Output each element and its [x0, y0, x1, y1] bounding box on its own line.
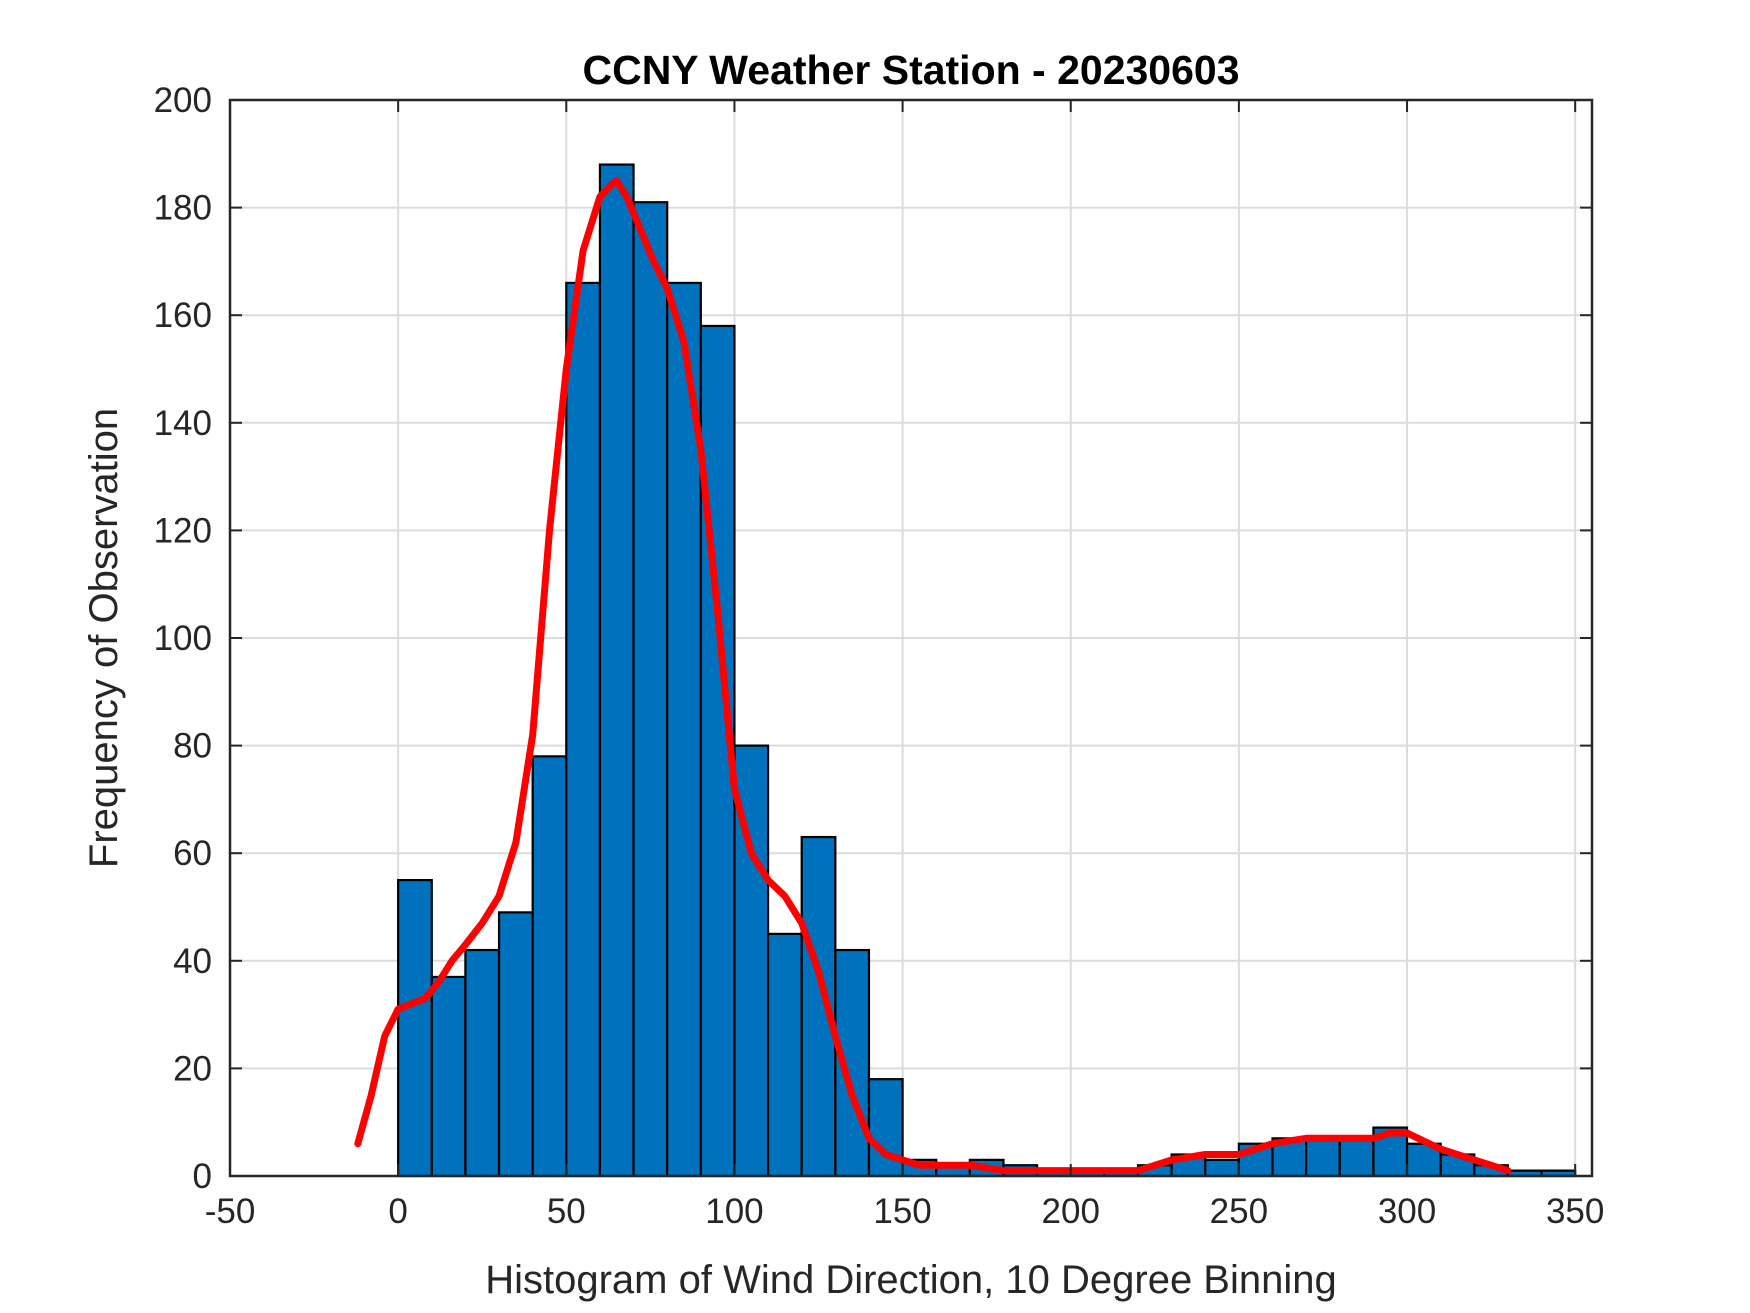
y-tick-label: 100	[154, 619, 212, 658]
histogram-bar	[464, 948, 501, 1178]
chart-title: CCNY Weather Station - 20230603	[582, 47, 1239, 93]
histogram-bar	[632, 201, 669, 1178]
x-tick-label: 300	[1378, 1192, 1436, 1231]
y-tick-label: 200	[154, 81, 212, 120]
x-tick-label: 250	[1210, 1192, 1268, 1231]
histogram-bar	[430, 975, 467, 1178]
x-axis-label: Histogram of Wind Direction, 10 Degree B…	[485, 1258, 1337, 1302]
fit-curve-layer	[354, 177, 1512, 1175]
x-tick-label: 350	[1546, 1192, 1604, 1231]
x-tick-label: 0	[388, 1192, 407, 1231]
x-tick-label: 100	[705, 1192, 763, 1231]
histogram-bar	[1204, 1158, 1240, 1178]
histogram-bar	[565, 281, 602, 1178]
histogram-bar	[1305, 1137, 1341, 1178]
histogram-bar	[497, 911, 534, 1178]
y-tick-label: 40	[173, 942, 212, 981]
x-tick-labels: -50 0 50 100 150 200 250 300 350	[205, 1192, 1605, 1231]
x-tick-label: 150	[873, 1192, 931, 1231]
y-tick-label: 20	[173, 1049, 212, 1088]
y-tick-labels: 0 20 40 60 80 100 120 140 160 180 200	[154, 81, 212, 1196]
fit-curve	[354, 177, 1512, 1175]
y-tick-label: 160	[154, 296, 212, 335]
x-tick-label: 50	[547, 1192, 586, 1231]
histogram-bar	[1338, 1137, 1375, 1178]
histogram-bar	[598, 163, 635, 1178]
x-tick-label: -50	[205, 1192, 256, 1231]
y-tick-label: 0	[193, 1157, 212, 1196]
histogram-bar	[397, 878, 433, 1178]
histogram-bar	[531, 755, 568, 1178]
x-tick-label: 200	[1042, 1192, 1100, 1231]
histogram-bars	[397, 163, 1577, 1178]
y-tick-label: 80	[173, 727, 212, 766]
y-tick-label: 140	[154, 404, 212, 443]
tick-marks	[229, 99, 1592, 1177]
histogram-bar	[766, 932, 803, 1178]
y-tick-label: 120	[154, 511, 212, 550]
y-axis-label: Frequency of Observation	[82, 408, 126, 868]
y-tick-label: 60	[173, 834, 212, 873]
y-tick-label: 180	[154, 189, 212, 228]
